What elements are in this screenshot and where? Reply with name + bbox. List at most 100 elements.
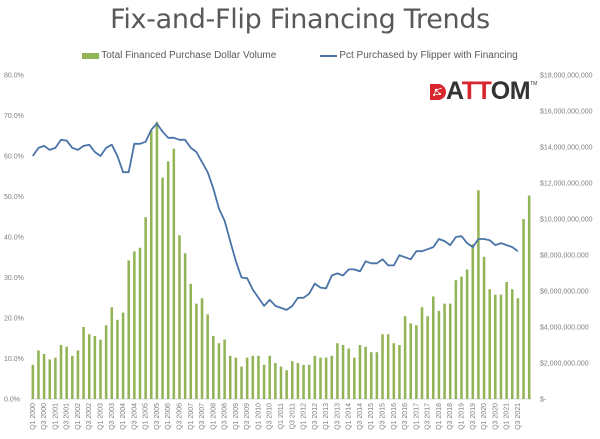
volume-bar[interactable] — [54, 357, 57, 399]
left-axis-tick: 50.0% — [4, 194, 24, 201]
volume-bar[interactable] — [341, 345, 345, 399]
volume-bar[interactable] — [381, 334, 384, 399]
x-axis-tick: Q3 2001 — [64, 403, 71, 430]
volume-bar[interactable] — [386, 334, 390, 399]
volume-bar[interactable] — [499, 294, 503, 399]
volume-bar[interactable] — [302, 364, 305, 399]
volume-bar[interactable] — [217, 343, 221, 399]
volume-bar[interactable] — [307, 364, 311, 399]
volume-bar[interactable] — [65, 346, 68, 399]
volume-bar[interactable] — [426, 316, 429, 399]
volume-bar[interactable] — [319, 357, 322, 399]
volume-bar[interactable] — [279, 366, 283, 399]
volume-bar[interactable] — [369, 352, 373, 399]
volume-bar[interactable] — [223, 339, 226, 399]
volume-bar[interactable] — [516, 298, 520, 399]
volume-bar[interactable] — [234, 357, 238, 399]
volume-bar[interactable] — [200, 298, 204, 399]
volume-bar[interactable] — [465, 269, 469, 399]
legend-item-pct-financed[interactable]: Pct Purchased by Flipper with Financing — [320, 50, 518, 61]
volume-bar[interactable] — [104, 325, 108, 399]
volume-bar[interactable] — [116, 319, 119, 399]
volume-bar[interactable] — [364, 346, 367, 399]
volume-bar[interactable] — [37, 350, 40, 399]
volume-bar[interactable] — [505, 282, 508, 399]
volume-bar[interactable] — [87, 334, 91, 399]
volume-bar[interactable] — [195, 303, 198, 399]
volume-bar[interactable] — [398, 345, 401, 399]
volume-bar[interactable] — [437, 310, 441, 399]
volume-bar[interactable] — [336, 343, 339, 399]
volume-bar[interactable] — [161, 177, 164, 399]
volume-bar[interactable] — [121, 312, 125, 399]
volume-bar[interactable] — [477, 190, 480, 399]
volume-bar[interactable] — [71, 355, 74, 399]
volume-bar[interactable] — [262, 364, 266, 399]
volume-bar[interactable] — [420, 307, 424, 399]
volume-bar[interactable] — [240, 366, 243, 399]
volume-bar[interactable] — [189, 283, 193, 399]
x-axis-tick: Q1 2004 — [120, 403, 127, 430]
x-axis-tick: Q1 2018 — [436, 403, 443, 430]
volume-bar[interactable] — [76, 350, 80, 399]
volume-bar[interactable] — [274, 363, 277, 399]
volume-bar[interactable] — [482, 256, 486, 399]
volume-bar[interactable] — [59, 345, 63, 399]
left-axis-tick: 80.0% — [4, 73, 24, 80]
volume-bar[interactable] — [522, 219, 525, 399]
volume-bar[interactable] — [454, 280, 458, 399]
volume-bar[interactable] — [268, 355, 271, 399]
volume-bar[interactable] — [212, 336, 215, 399]
volume-bar[interactable] — [527, 195, 531, 399]
volume-bar[interactable] — [82, 327, 85, 399]
volume-bar[interactable] — [448, 303, 452, 399]
volume-bar[interactable] — [99, 339, 102, 399]
volume-bar[interactable] — [460, 276, 463, 399]
volume-bar[interactable] — [206, 314, 209, 399]
volume-bar[interactable] — [403, 316, 407, 399]
volume-bar[interactable] — [488, 289, 491, 399]
volume-bar[interactable] — [415, 325, 418, 399]
volume-bar[interactable] — [291, 361, 294, 399]
volume-bar[interactable] — [48, 359, 52, 399]
volume-bar[interactable] — [183, 253, 187, 399]
volume-bar[interactable] — [432, 296, 435, 399]
volume-bar[interactable] — [133, 251, 136, 399]
volume-bar[interactable] — [228, 355, 232, 399]
volume-bar[interactable] — [296, 363, 300, 399]
volume-bar[interactable] — [144, 217, 147, 399]
volume-bar[interactable] — [93, 336, 97, 399]
volume-bar[interactable] — [443, 303, 446, 399]
volume-bar[interactable] — [155, 121, 159, 400]
volume-bar[interactable] — [471, 244, 475, 399]
volume-bar[interactable] — [257, 355, 260, 399]
volume-bar[interactable] — [127, 260, 130, 399]
volume-bar[interactable] — [42, 354, 46, 399]
volume-bar[interactable] — [150, 130, 153, 400]
volume-bar[interactable] — [510, 289, 514, 399]
volume-bar[interactable] — [324, 357, 328, 399]
volume-bar[interactable] — [251, 355, 255, 399]
volume-bar[interactable] — [31, 364, 35, 399]
volume-bar[interactable] — [409, 323, 412, 399]
attom-logo: ATTOM TM — [428, 79, 537, 104]
volume-bar[interactable] — [138, 247, 142, 399]
volume-bar[interactable] — [172, 148, 176, 399]
legend-item-dollar-volume[interactable]: Total Financed Purchase Dollar Volume — [82, 50, 276, 61]
volume-bar[interactable] — [353, 357, 356, 399]
volume-bar[interactable] — [347, 348, 350, 399]
volume-bar[interactable] — [110, 307, 114, 399]
volume-bar[interactable] — [166, 161, 170, 399]
volume-bar[interactable] — [494, 294, 497, 399]
volume-bar[interactable] — [375, 352, 379, 399]
volume-bar[interactable] — [245, 357, 249, 399]
pct-financed-line[interactable] — [32, 122, 519, 311]
x-axis-tick: Q3 2002 — [86, 403, 93, 430]
legend-label: Pct Purchased by Flipper with Financing — [339, 50, 518, 61]
volume-bar[interactable] — [285, 370, 288, 399]
volume-bar[interactable] — [313, 355, 317, 399]
volume-bar[interactable] — [392, 343, 396, 399]
volume-bar[interactable] — [358, 345, 362, 399]
volume-bar[interactable] — [178, 235, 181, 399]
volume-bar[interactable] — [330, 355, 334, 399]
